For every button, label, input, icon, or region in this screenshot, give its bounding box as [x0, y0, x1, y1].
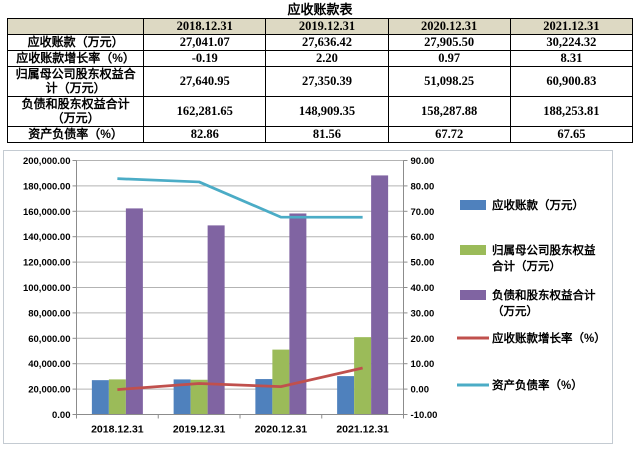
row-label: 归属母公司股东权益合计（万元） — [6, 66, 145, 97]
legend-label: 应收账款增长率（%） — [492, 331, 606, 345]
right-axis-tick-label: 10.00 — [411, 359, 435, 370]
right-axis-tick-label: 0.00 — [411, 385, 430, 396]
table-row: 应收账款（万元） 27,041.07 27,636.42 27,905.50 3… — [6, 34, 634, 51]
right-axis-tick-label: 80.00 — [411, 181, 435, 192]
financial-table: 2018.12.31 2019.12.31 2020.12.31 2021.12… — [6, 18, 634, 143]
table-cell: 82.86 — [143, 126, 267, 143]
table-cell: 81.56 — [265, 126, 389, 143]
table-cell: 148,909.35 — [265, 96, 389, 127]
table-cell: 67.72 — [387, 126, 511, 143]
legend-swatch — [460, 290, 486, 300]
bar — [289, 213, 307, 415]
table-cell: 27,636.42 — [265, 34, 389, 51]
bar — [91, 380, 109, 415]
category-label: 2018.12.31 — [91, 424, 144, 436]
line-series — [117, 366, 363, 391]
left-axis-tick-label: 100,000.00 — [23, 283, 71, 294]
table-cell: 8.31 — [509, 50, 634, 67]
bar — [207, 225, 225, 415]
table-cell: 188,253.81 — [509, 96, 634, 127]
legend-label: （万元） — [492, 304, 538, 318]
legend-label: 归属母公司股东权益 — [492, 243, 596, 257]
legend-label: 合计（万元） — [492, 259, 561, 273]
right-axis-tick-label: 40.00 — [411, 283, 435, 294]
combo-chart: 200,000.00 180,000.00 160,000.00 140,000.00… — [3, 150, 613, 444]
bar — [272, 349, 290, 415]
category-label: 2020.12.31 — [255, 424, 308, 436]
table-cell: 67.65 — [509, 126, 634, 143]
right-axis-tick-label: -10.00 — [411, 410, 438, 421]
right-axis-tick-label: 90.00 — [411, 156, 435, 167]
row-label: 应收账款增长率（%） — [6, 50, 145, 67]
table-row: 负债和股东权益合计（万元） 162,281.65 148,909.35 158,… — [6, 96, 634, 127]
left-axis-tick-label: 120,000.00 — [23, 258, 71, 269]
legend-label: 应收账款（万元） — [492, 198, 584, 212]
table-cell: 30,224.32 — [509, 34, 634, 51]
table-cell: 2.20 — [265, 50, 389, 67]
bar — [337, 376, 355, 415]
table-cell: 0.97 — [387, 50, 511, 67]
left-axis-tick-label: 60,000.00 — [28, 334, 70, 345]
table-header-cell: 2020.12.31 — [387, 18, 511, 35]
legend-swatch — [460, 245, 486, 255]
category-label: 2021.12.31 — [336, 424, 389, 436]
right-axis-tick-label: 70.00 — [411, 207, 435, 218]
legend-label: 负债和股东权益合计 — [492, 288, 596, 302]
table-header-row: 2018.12.31 2019.12.31 2020.12.31 2021.12… — [6, 18, 634, 35]
table-cell: -0.19 — [143, 50, 267, 67]
right-axis-tick-label: 30.00 — [411, 308, 435, 319]
left-axis-tick-label: 160,000.00 — [23, 207, 71, 218]
right-axis-tick-label: 60.00 — [411, 232, 435, 243]
table-cell: 27,350.39 — [265, 66, 389, 97]
left-axis-tick-label: 20,000.00 — [28, 385, 70, 396]
table-title: 应收账款表 — [287, 2, 353, 17]
row-label: 负债和股东权益合计（万元） — [6, 96, 145, 127]
bar — [125, 208, 143, 415]
legend-label: 资产负债率（%） — [492, 378, 583, 392]
right-axis-tick-label: 20.00 — [411, 334, 435, 345]
table-cell: 27,640.95 — [143, 66, 267, 97]
left-axis-tick-label: 80,000.00 — [28, 308, 70, 319]
table-cell: 27,041.07 — [143, 34, 267, 51]
table-section: 应收账款表 2018.12.31 2019.12.31 2020.12.31 2… — [6, 1, 634, 143]
legend-swatch — [460, 200, 486, 210]
bar — [190, 379, 208, 415]
line-series — [117, 177, 363, 219]
table-header-cell: 2021.12.31 — [509, 18, 634, 35]
bar — [354, 337, 372, 415]
bar — [108, 379, 126, 415]
left-axis-tick-label: 180,000.00 — [23, 181, 71, 192]
row-label: 应收账款（万元） — [6, 34, 145, 51]
table-cell: 162,281.65 — [143, 96, 267, 127]
table-cell: 51,098.25 — [387, 66, 511, 97]
table-row: 应收账款增长率（%） -0.19 2.20 0.97 8.31 — [6, 50, 634, 67]
table-header-cell: 2019.12.31 — [265, 18, 389, 35]
left-axis-tick-label: 40,000.00 — [28, 359, 70, 370]
table-header-cell: 2018.12.31 — [143, 18, 267, 35]
table-corner-cell — [6, 18, 145, 35]
left-axis-tick-label: 0.00 — [52, 410, 71, 421]
left-axis-tick-label: 200,000.00 — [23, 156, 71, 167]
bar — [255, 379, 273, 415]
table-row: 资产负债率（%） 82.86 81.56 67.72 67.65 — [6, 126, 634, 143]
table-cell: 60,900.83 — [509, 66, 634, 97]
bar — [173, 379, 191, 415]
table-row: 归属母公司股东权益合计（万元） 27,640.95 27,350.39 51,0… — [6, 66, 634, 97]
left-axis-tick-label: 140,000.00 — [23, 232, 71, 243]
row-label: 资产负债率（%） — [6, 126, 145, 143]
table-cell: 158,287.88 — [387, 96, 511, 127]
bar — [371, 175, 389, 415]
category-label: 2019.12.31 — [173, 424, 226, 436]
right-axis-tick-label: 50.00 — [411, 258, 435, 269]
table-cell: 27,905.50 — [387, 34, 511, 51]
